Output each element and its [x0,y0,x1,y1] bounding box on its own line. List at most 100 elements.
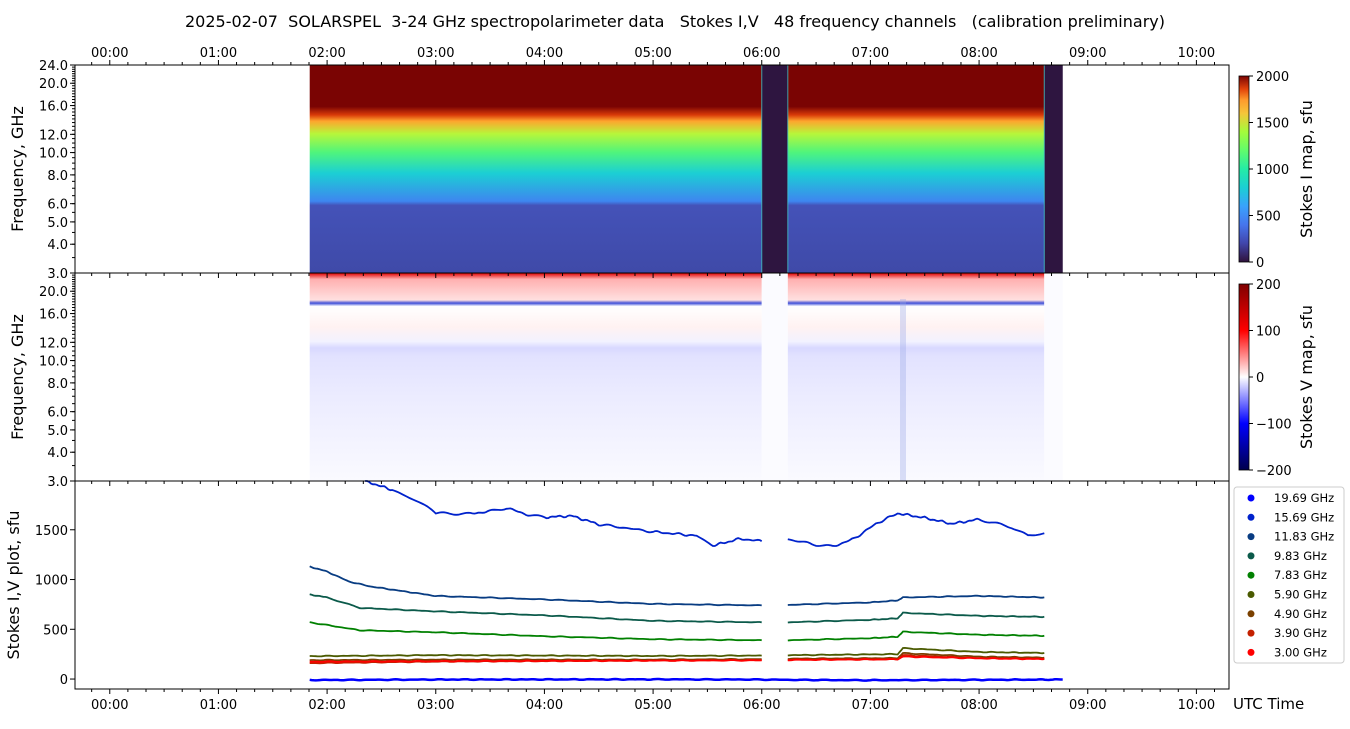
y-tick-label: 6.0 [47,198,68,213]
colorbar-label: Stokes I map, sfu [1297,100,1316,238]
y-tick-label: 12.0 [39,336,68,351]
series-line-4-90-GHz [787,651,1045,660]
x-tick-label-top: 01:00 [200,46,237,61]
series-line-11-83-GHz [787,594,1045,606]
legend-label: 15.69 GHz [1274,510,1334,524]
legend-marker [1247,591,1255,598]
stokes-v-heatmap-segment [309,273,762,481]
x-tick-label-bottom: 10:00 [1178,698,1215,713]
x-tick-label-bottom: 07:00 [852,698,889,713]
legend-label: 5.90 GHz [1274,588,1327,602]
x-axis-label: UTC Time [1233,695,1304,713]
colorbar-tick-label: 2000 [1256,70,1289,85]
legend-marker [1247,571,1255,579]
y-tick-label: 4.0 [47,238,68,253]
plot-layers: 00:00 00:00 01:00 01:00 02:00 02:00 03:00 03:00… [4,46,1345,713]
legend-marker [1247,552,1255,560]
stokes-v-heatmap-segment [1044,273,1063,481]
y-axis-label: Stokes I,V plot, sfu [4,511,23,660]
legend-item: 15.69 GHz [1247,510,1334,524]
legend-label: 4.90 GHz [1274,607,1327,621]
colorbar [1238,283,1250,471]
y-axis-label: Frequency, GHz [8,314,27,440]
x-tick-label-top: 10:00 [1178,46,1215,61]
legend-marker [1247,513,1255,521]
x-tick-label-bottom: 01:00 [200,698,237,713]
colorbar-tick-label: 100 [1256,325,1281,340]
y-tick-label: 16.0 [39,308,68,323]
legend-marker [1247,533,1255,541]
legend-box [1233,486,1345,664]
colorbar-tick-label: 1000 [1256,163,1289,178]
x-tick-label-bottom: 09:00 [1069,698,1106,713]
y-tick-label: 5.0 [47,216,68,231]
series-line-15-69-GHz [365,480,763,547]
y-tick-label: 10.0 [39,147,68,162]
legend-label: 9.83 GHz [1274,549,1327,563]
stokes-i-heatmap-segment [787,65,1045,273]
x-tick-label-top: 07:00 [852,46,889,61]
legend-marker [1247,648,1255,656]
x-tick-label-bottom: 02:00 [308,698,345,713]
colorbar [1238,75,1250,263]
x-tick-label-top: 00:00 [91,46,128,61]
y-tick-label: 5.0 [47,424,68,439]
legend-item: 3.90 GHz [1247,626,1327,640]
y-tick-label: 20.0 [39,285,68,300]
x-tick-label-bottom: 04:00 [526,698,563,713]
x-tick-label-bottom: 08:00 [960,698,997,713]
x-tick-label-bottom: 03:00 [417,698,454,713]
colorbar-tick-label: −100 [1256,418,1292,433]
legend-marker [1247,629,1255,637]
y-tick-label: 8.0 [47,169,68,184]
series-line-3-00-GHz [309,659,762,663]
colorbar-tick-label: −200 [1256,464,1292,479]
x-tick-label-top: 06:00 [743,46,780,61]
x-tick-label-top: 03:00 [417,46,454,61]
y-tick-label: 20.0 [39,77,68,92]
colorbar-tick-label: 200 [1256,278,1281,293]
legend-label: 11.83 GHz [1274,530,1334,544]
stokes-i-heatmap-segment [309,65,762,273]
legend-item: 19.69 GHz [1247,491,1334,505]
y-tick-label: 500 [43,623,68,638]
y-tick-label: 10.0 [39,355,68,370]
y-tick-label: 16.0 [39,100,68,115]
series-line-9-83-GHz [309,593,762,624]
legend-marker [1247,610,1255,618]
stokes-v-heatmap-segment [787,273,1045,481]
legend-label: 3.00 GHz [1274,645,1327,659]
series-line-5-90-GHz [309,654,762,658]
legend-item: 7.83 GHz [1247,568,1327,582]
x-tick-label-bottom: 06:00 [743,698,780,713]
stokes-i-heatmap-segment [1044,65,1063,273]
y-tick-label: 12.0 [39,128,68,143]
series-line-3-00-GHz [787,655,1045,662]
y-tick-label: 4.0 [47,446,68,461]
series-line-11-83-GHz [309,565,762,607]
legend-item: 3.00 GHz [1247,645,1327,659]
x-tick-label-bottom: 05:00 [634,698,671,713]
legend-item: 11.83 GHz [1247,530,1334,544]
series-line-5-90-GHz [787,646,1045,657]
colorbar-tick-label: 500 [1256,210,1281,225]
legend-item: 9.83 GHz [1247,549,1327,563]
legend-marker [1247,494,1255,502]
y-tick-label: 3.0 [47,267,68,282]
legend-label: 3.90 GHz [1274,626,1327,640]
x-tick-label-top: 02:00 [308,46,345,61]
panel-frame-3 [74,480,1230,690]
colorbar-label: Stokes V map, sfu [1297,305,1316,449]
legend-item: 4.90 GHz [1247,607,1327,621]
colorbar-tick-label: 0 [1256,256,1264,271]
colorbar-tick-label: 0 [1256,371,1264,386]
series-line-7-83-GHz [787,630,1045,642]
series-line-15-69-GHz [787,512,1045,547]
legend-label: 7.83 GHz [1274,568,1327,582]
legend-label: 19.69 GHz [1274,491,1334,505]
x-tick-label-top: 08:00 [960,46,997,61]
legend: 19.69 GHz 15.69 GHz 11.83 GHz 9.83 GHz 7.83 … [1233,486,1345,664]
x-tick-label-bottom: 00:00 [91,698,128,713]
y-axis-label: Frequency, GHz [8,106,27,232]
